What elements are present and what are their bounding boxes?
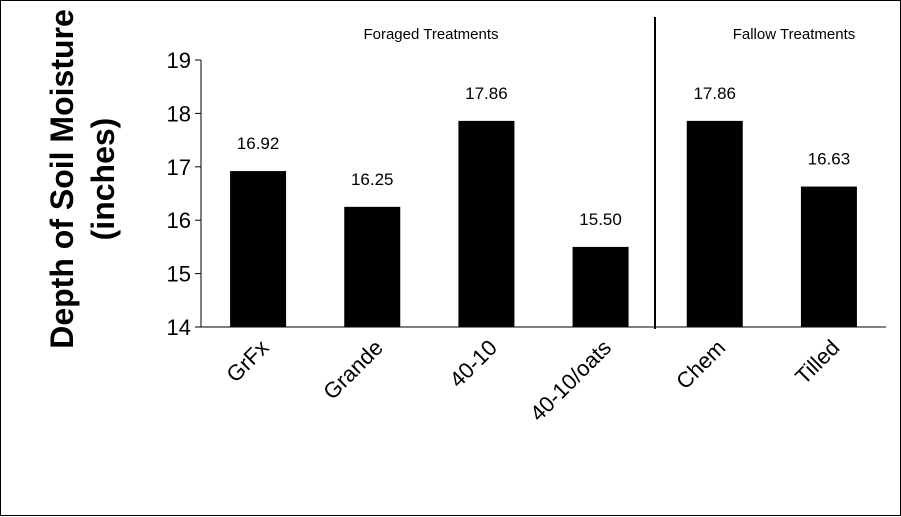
- y-tick-label: 14: [167, 315, 191, 340]
- data-label: 15.50: [579, 210, 622, 229]
- bar-40-10-oats: [572, 246, 629, 327]
- y-tick-label: 17: [167, 155, 191, 180]
- bar-40-10: [458, 120, 515, 327]
- y-tick-label: 18: [167, 101, 191, 126]
- x-tick-label: 40-10: [444, 335, 501, 392]
- bar-chem: [686, 120, 743, 327]
- data-label: 16.92: [237, 134, 280, 153]
- y-tick-label: 16: [167, 208, 191, 233]
- x-tick-label: 40-10/oats: [525, 335, 616, 426]
- x-tick-label: GrFx: [221, 335, 273, 387]
- x-tick-label: Tilled: [790, 335, 844, 389]
- y-axis-title-line1: Depth of Soil Moisture: [44, 9, 80, 349]
- group-label-fallow: Fallow Treatments: [733, 26, 856, 43]
- x-tick-label: Chem: [671, 335, 730, 394]
- bar-grande: [344, 206, 401, 327]
- data-label: 17.86: [465, 84, 508, 103]
- y-tick-label: 19: [167, 48, 191, 73]
- data-label: 16.25: [351, 170, 394, 189]
- data-label: 16.63: [808, 150, 851, 169]
- x-tick-label: Grande: [318, 335, 388, 405]
- group-label-foraged: Foraged Treatments: [363, 26, 498, 43]
- bar-grfx: [230, 171, 287, 327]
- y-tick-label: 15: [167, 262, 191, 287]
- y-axis-title-line2: (inches): [85, 118, 121, 241]
- bar-tilled: [800, 186, 857, 327]
- data-label: 17.86: [693, 84, 736, 103]
